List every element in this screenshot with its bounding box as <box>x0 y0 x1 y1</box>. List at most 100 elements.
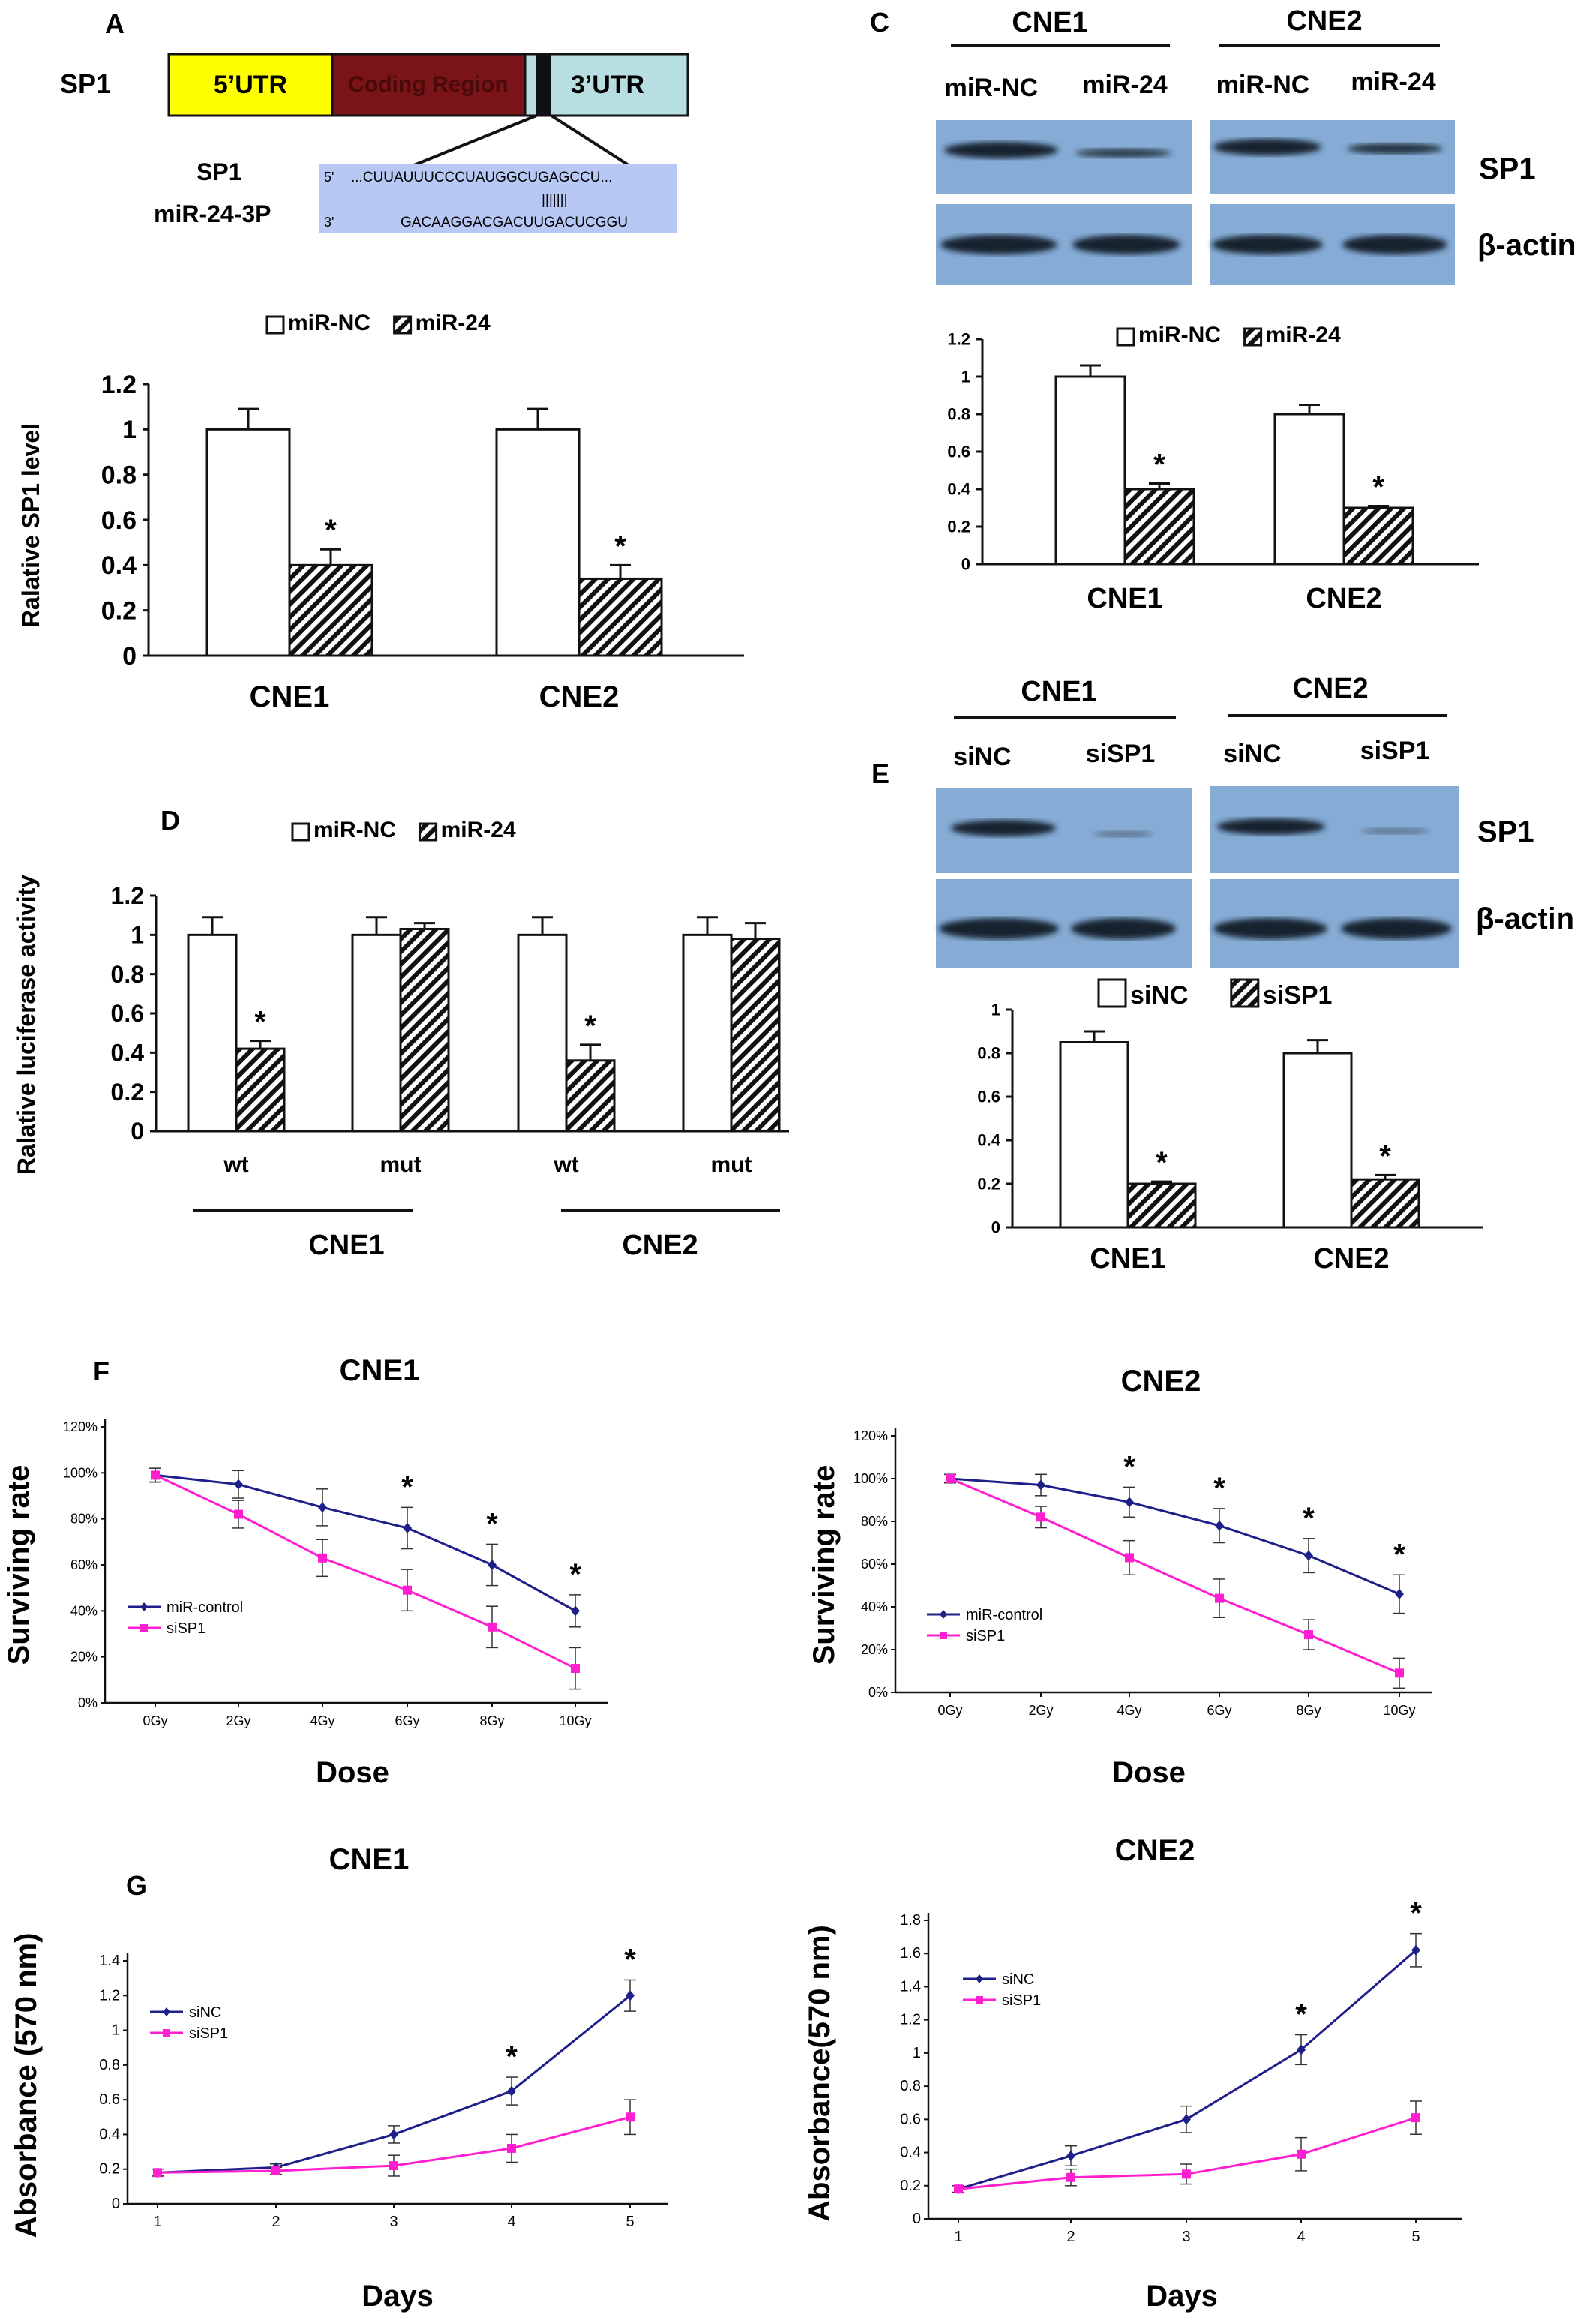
blot-e-band-actin-4 <box>1341 918 1452 939</box>
x-axis-label: Dose <box>1112 1756 1186 1789</box>
y-tick-label: 80% <box>70 1512 98 1527</box>
y-tick-label: 1 <box>122 416 136 444</box>
y-tick-label: 100% <box>63 1465 98 1480</box>
bar <box>682 933 733 1133</box>
y-tick-label: 0.6 <box>977 1088 1000 1106</box>
panel-d-group-cne1: CNE1 <box>308 1230 384 1261</box>
category-label: CNE1 <box>250 680 330 713</box>
significance-star: * <box>1394 1538 1406 1571</box>
blot-c-group-cne1: CNE1 <box>1012 7 1088 38</box>
y-tick-label: 0.8 <box>101 461 136 490</box>
seq-bottom-prefix: 3' <box>324 215 334 230</box>
bar <box>1059 1041 1130 1229</box>
significance-star: * <box>624 1943 636 1976</box>
significance-star: * <box>486 1507 498 1540</box>
blot-e-lane-1: siNC <box>953 743 1011 771</box>
blot-c-lane-2: miR-24 <box>1082 71 1167 99</box>
significance-star: * <box>1295 1998 1307 2031</box>
panel-e-letter: E <box>872 758 890 789</box>
data-point-diamond <box>1125 1497 1134 1508</box>
data-point-diamond <box>318 1502 327 1513</box>
y-tick-label: 0.4 <box>99 2126 120 2142</box>
legend-label: siSP1 <box>1002 1992 1041 2009</box>
y-tick-label: 0.4 <box>101 551 136 580</box>
bar <box>187 933 238 1133</box>
y-tick-label: 0.2 <box>977 1175 1000 1194</box>
y-tick-label: 0% <box>78 1695 98 1710</box>
blot-e-lane-2: siSP1 <box>1086 740 1156 768</box>
x-tick-label: 6Gy <box>1207 1703 1232 1718</box>
binding-site-marker <box>536 54 551 116</box>
legend-swatch <box>418 822 438 842</box>
bar <box>206 428 291 657</box>
y-axis-label: Surviving rate <box>808 1465 841 1665</box>
series-line <box>950 1477 1400 1674</box>
x-tick-label: 0Gy <box>938 1703 962 1718</box>
chart-g1: CNE1 0 0.2 0.4 0.6 0.8 1 1.2 1.4 1 2 3 4 5 Days Absorba… <box>10 1843 668 2313</box>
y-tick-label: 1.6 <box>900 1945 921 1962</box>
data-point-diamond <box>1215 1520 1224 1531</box>
data-point-square <box>1036 1512 1046 1522</box>
significance-star: * <box>1154 449 1166 482</box>
data-point-square <box>1395 1668 1404 1678</box>
y-tick-label: 0.2 <box>111 1079 144 1106</box>
data-point-square <box>1297 2149 1306 2159</box>
y-tick-label: 0 <box>122 642 136 671</box>
significance-star: * <box>1379 1139 1391 1173</box>
legend-swatch <box>291 822 310 842</box>
panel-g-letter: G <box>126 1870 147 1901</box>
legend-marker <box>940 1632 947 1639</box>
y-tick-label: 0.6 <box>99 2091 120 2108</box>
chart-e: 0 0.2 0.4 0.6 0.8 1 * CNE1 * CNE2 siNC siSP1 <box>977 978 1484 1275</box>
data-point-diamond <box>1395 1588 1404 1599</box>
data-point-diamond <box>1036 1479 1046 1491</box>
charts-layer: 0 0.2 0.4 0.6 0.8 1 1.2 * CNE1 * CNE2 Ralative SP1 … <box>2 311 1484 2313</box>
panel-d-letter: D <box>160 805 180 836</box>
significance-star: * <box>506 2040 518 2073</box>
category-label: mut <box>711 1152 752 1177</box>
blot-c-lane-1: miR-NC <box>945 74 1039 102</box>
blot-e-band-actin-3 <box>1214 918 1328 939</box>
data-point-square <box>234 1509 243 1519</box>
y-tick-label: 1 <box>913 2045 921 2061</box>
blot-c-band-actin-4 <box>1342 235 1448 254</box>
significance-star: * <box>1410 1897 1422 1930</box>
blot-c-band-sp1-1 <box>944 142 1058 158</box>
y-tick-label: 0.6 <box>101 506 136 535</box>
legend-marker <box>140 1602 148 1611</box>
legend-label: miR-NC <box>1138 323 1221 347</box>
data-point-diamond <box>1412 1944 1420 1956</box>
chart-d: 0 0.2 0.4 0.6 0.8 1 1.2 * wt mut * wt mut Ralative lu… <box>13 818 789 1177</box>
y-tick-label: 0.8 <box>947 405 970 424</box>
data-point-square <box>571 1664 580 1673</box>
y-tick-label: 20% <box>70 1650 98 1665</box>
bar <box>288 563 374 657</box>
chart-title: CNE2 <box>1121 1365 1202 1398</box>
y-tick-label: 0.4 <box>977 1131 1000 1150</box>
blot-e-lane-4: siSP1 <box>1360 737 1430 765</box>
bar <box>565 1059 616 1133</box>
y-tick-label: 0.4 <box>947 480 970 499</box>
legend-label: miR-24 <box>441 818 516 842</box>
legend-label: siSP1 <box>966 1628 1005 1644</box>
y-tick-label: 0.8 <box>111 961 144 988</box>
y-tick-label: 0 <box>130 1118 144 1145</box>
y-axis-label: Surviving rate <box>2 1465 35 1665</box>
bar <box>351 933 402 1133</box>
legend-swatch <box>1244 327 1263 347</box>
bar <box>1274 413 1346 566</box>
x-tick-label: 6Gy <box>394 1713 419 1728</box>
data-point-diamond <box>1304 1550 1313 1561</box>
data-point-square <box>488 1622 496 1632</box>
data-point-square <box>1304 1630 1313 1640</box>
data-point-diamond <box>1297 2044 1306 2055</box>
y-tick-label: 60% <box>70 1557 98 1572</box>
blot-c-group-cne2: CNE2 <box>1286 5 1362 37</box>
chart-c: 0 0.2 0.4 0.6 0.8 1 1.2 * CNE1 * CNE2 miR-NC miR-24 <box>947 323 1479 614</box>
panel-f-letter: F <box>93 1356 110 1386</box>
panel-a-letter: A <box>105 8 124 39</box>
x-tick-label: 3 <box>1182 2229 1190 2245</box>
data-point-square <box>403 1585 412 1595</box>
chart-b: 0 0.2 0.4 0.6 0.8 1 1.2 * CNE1 * CNE2 Ralative SP1 … <box>17 311 744 713</box>
y-tick-label: 0.4 <box>900 2145 921 2161</box>
